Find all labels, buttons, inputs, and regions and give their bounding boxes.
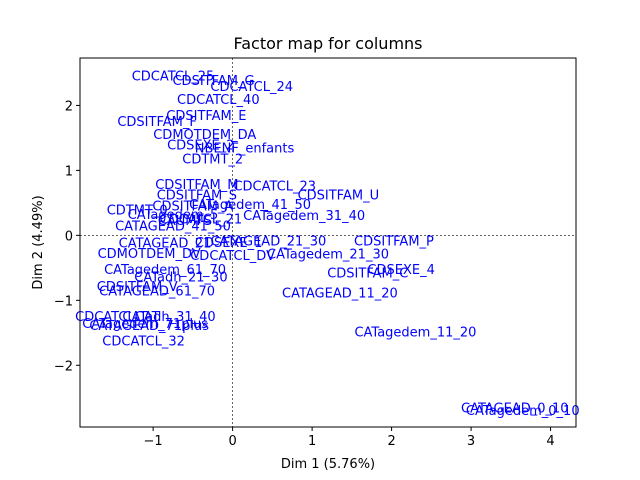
point-label: CATadh_31_40 — [122, 310, 215, 325]
point-label: CDSEXE_2 — [167, 138, 234, 153]
y-axis-title: Dim 2 (4.49%) — [31, 195, 46, 289]
point-label: CATAGEAD_21 — [119, 237, 212, 252]
point-label: CDSITFAM_U — [298, 188, 380, 203]
point-label: CDSITFAM_E — [166, 109, 246, 124]
y-tick-label: 1 — [65, 164, 73, 179]
point-label: CDMOTDEM_DA — [153, 128, 256, 143]
point-label: CATagedem_71plus — [82, 317, 208, 332]
chart-title: Factor map for columns — [233, 34, 422, 53]
point-label: CATagedem_21_30 — [267, 248, 389, 263]
x-axis-title: Dim 1 (5.76%) — [281, 457, 375, 472]
point-label: CDSITFAM_A — [152, 199, 233, 214]
point-label: CATAGEAD_41_50 — [115, 220, 231, 235]
point-label: CATagedem_11_20 — [354, 326, 476, 341]
point-label: CDMOTDEM_DV — [98, 247, 201, 262]
plot-frame — [79, 57, 577, 428]
point-label: CDCATCL_DV — [190, 249, 275, 264]
point-label: CATadh_21_30 — [134, 270, 227, 285]
x-tick-label: 0 — [228, 434, 236, 449]
point-label: CATAGEAD_71plus — [89, 319, 209, 334]
point-label: CDTMT_0 — [107, 203, 168, 218]
x-tick-label: −1 — [144, 434, 163, 449]
point-label: CDCATCLCAT — [75, 310, 160, 325]
point-label: CAUMFS — [158, 214, 212, 229]
point-label: CDSITFAM_S — [157, 188, 237, 203]
x-tick-label: 4 — [546, 434, 554, 449]
y-tick-label: −1 — [54, 294, 73, 309]
point-label: CDTMT_2 — [182, 153, 243, 168]
point-label: CATagedem_31_40 — [243, 209, 365, 224]
point-label: CATAGEAD_61_70 — [99, 285, 215, 300]
point-label: CATAGEAD_0_10 — [461, 402, 569, 417]
point-label: CDSITFAM_P — [354, 235, 434, 250]
point-label: CDSITFAM_G — [172, 74, 254, 89]
y-tick-label: −2 — [54, 359, 73, 374]
point-label: CDSITFAM_M — [155, 178, 238, 193]
point-label: CDCATCL_23 — [233, 179, 316, 194]
point-label: CDCATCL_25 — [132, 70, 215, 85]
point-label: CDSITFAM_V — [97, 280, 178, 295]
point-label: CDCATCL_32 — [102, 335, 185, 350]
point-label: CATAGEAD_11_20 — [282, 287, 398, 302]
x-tick-label: 2 — [387, 434, 395, 449]
point-label: CDCATCL_40 — [177, 93, 260, 108]
x-tick-label: 1 — [308, 434, 316, 449]
point-label: CDSITFAM_F — [117, 115, 197, 130]
point-label: CATagedem_41_50 — [189, 198, 311, 213]
point-label: NBENF_enfants — [195, 142, 295, 157]
point-label: CATagedem_0_10 — [466, 404, 580, 419]
x-tick-label: 3 — [467, 434, 475, 449]
point-label: CATagedem_5 — [128, 208, 219, 223]
point-label: CDSITFAM_C — [327, 266, 408, 281]
point-label: CDSEXE_1 — [195, 236, 262, 251]
point-label: CDSEXE_4 — [367, 263, 434, 278]
plot-area: −1 0 1 2 3 4−2−1012CDCATCL_25CDSITFAM_GCDCATC… — [54, 58, 580, 449]
y-tick-label: 2 — [65, 99, 73, 114]
y-tick-label: 0 — [65, 229, 73, 244]
point-label: CDCATCL_24 — [210, 80, 293, 95]
point-label: CATAGEAD_21_30 — [210, 235, 326, 250]
point-label: CATagedem_61_70 — [104, 263, 226, 278]
point-label: CDCATCL_21 — [160, 212, 243, 227]
